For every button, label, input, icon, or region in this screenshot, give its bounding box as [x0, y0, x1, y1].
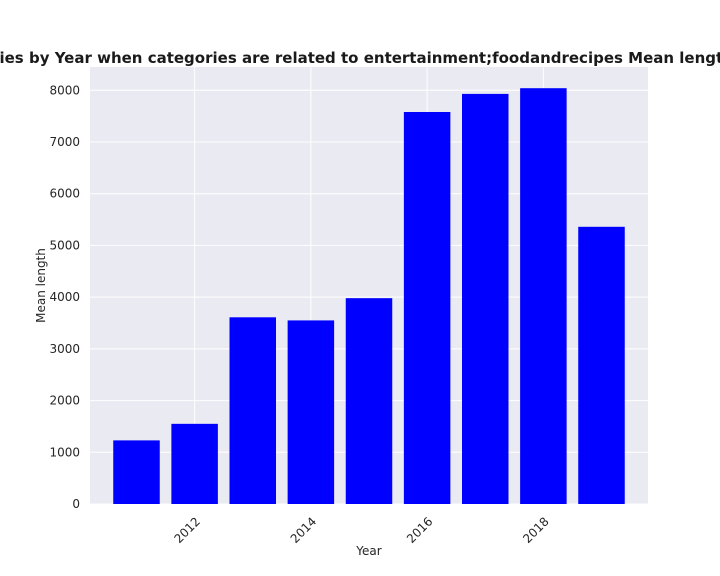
y-axis-ticks: 0 1000 2000 3000 4000 5000 6000 7000 8000	[49, 83, 80, 511]
x-tick-label: 2012	[171, 514, 202, 545]
bar	[520, 88, 567, 504]
bar	[403, 111, 451, 505]
bar	[287, 320, 335, 504]
x-axis-ticks: 2012 2014 2016 2018	[171, 514, 551, 545]
bar	[345, 298, 393, 504]
bars	[113, 88, 625, 505]
y-tick-label: 7000	[49, 135, 80, 149]
bar	[113, 440, 160, 504]
x-tick-label: 2014	[288, 514, 319, 545]
y-tick-label: 5000	[49, 238, 80, 252]
y-tick-label: 2000	[49, 394, 80, 408]
x-axis-label: Year	[355, 544, 381, 558]
y-tick-label: 4000	[49, 290, 80, 304]
bar	[171, 423, 218, 504]
bar	[229, 317, 276, 504]
y-tick-label: 0	[72, 497, 80, 511]
bar	[462, 93, 509, 505]
y-tick-label: 3000	[49, 342, 80, 356]
y-tick-label: 1000	[49, 445, 80, 459]
y-tick-label: 8000	[49, 83, 80, 97]
y-axis-label: Mean length	[34, 248, 48, 323]
y-tick-label: 6000	[49, 187, 80, 201]
chart-title: Mean length in privacy policies by Year …	[0, 49, 720, 67]
x-tick-label: 2016	[404, 514, 435, 545]
bar	[578, 226, 625, 504]
x-tick-label: 2018	[520, 514, 551, 545]
